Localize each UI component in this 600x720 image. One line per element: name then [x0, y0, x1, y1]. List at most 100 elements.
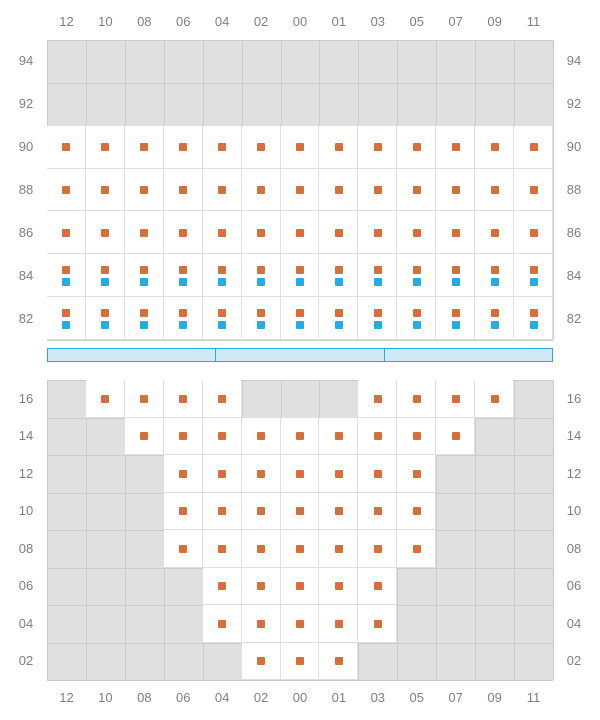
marker-orange [413, 470, 421, 478]
cell [203, 254, 242, 297]
marker-blue [218, 278, 226, 286]
cell [397, 254, 436, 297]
marker-orange [452, 395, 460, 403]
marker-orange [296, 507, 304, 515]
axis-label: 04 [210, 690, 234, 705]
axis-label: 11 [522, 690, 546, 705]
marker-orange [179, 507, 187, 515]
marker-orange [62, 266, 70, 274]
marker-orange [101, 229, 109, 237]
marker-orange [335, 620, 343, 628]
marker-orange [101, 186, 109, 194]
cell [514, 254, 553, 297]
marker-orange [491, 395, 499, 403]
marker-orange [335, 186, 343, 194]
gridline-h [47, 83, 553, 84]
axis-label: 05 [405, 14, 429, 29]
marker-orange [62, 309, 70, 317]
marker-orange [491, 229, 499, 237]
marker-orange [140, 432, 148, 440]
marker-orange [179, 432, 187, 440]
marker-orange [296, 470, 304, 478]
axis-label: 06 [171, 690, 195, 705]
marker-blue [140, 278, 148, 286]
marker-blue [179, 321, 187, 329]
marker-blue [101, 321, 109, 329]
marker-orange [101, 395, 109, 403]
cell [47, 254, 86, 297]
cell [436, 297, 475, 340]
axis-label: 02 [14, 653, 38, 668]
gridline-h [47, 340, 553, 341]
axis-label: 07 [444, 14, 468, 29]
divider-segment [385, 348, 553, 362]
axis-label: 04 [562, 616, 586, 631]
marker-orange [491, 186, 499, 194]
marker-blue [296, 321, 304, 329]
axis-label: 14 [14, 428, 38, 443]
axis-label: 06 [562, 578, 586, 593]
divider-segment [47, 348, 216, 362]
divider-segment [216, 348, 384, 362]
marker-orange [296, 309, 304, 317]
cell [242, 297, 281, 340]
cell [86, 297, 125, 340]
axis-label: 01 [327, 690, 351, 705]
marker-orange [257, 309, 265, 317]
marker-orange [413, 309, 421, 317]
axis-label: 12 [14, 466, 38, 481]
marker-orange [335, 507, 343, 515]
cell [164, 297, 203, 340]
marker-orange [179, 309, 187, 317]
marker-orange [218, 545, 226, 553]
marker-orange [257, 229, 265, 237]
axis-label: 08 [132, 14, 156, 29]
marker-orange [179, 229, 187, 237]
marker-orange [140, 395, 148, 403]
marker-orange [218, 143, 226, 151]
cell [475, 297, 514, 340]
marker-orange [140, 266, 148, 274]
marker-orange [374, 507, 382, 515]
cell [436, 254, 475, 297]
marker-orange [374, 143, 382, 151]
axis-label: 00 [288, 14, 312, 29]
cell [125, 297, 164, 340]
marker-orange [413, 266, 421, 274]
cell [125, 254, 164, 297]
marker-orange [179, 266, 187, 274]
marker-orange [374, 186, 382, 194]
marker-orange [530, 186, 538, 194]
axis-label: 04 [210, 14, 234, 29]
marker-blue [257, 278, 265, 286]
axis-label: 06 [14, 578, 38, 593]
marker-orange [140, 143, 148, 151]
marker-orange [140, 186, 148, 194]
axis-label: 08 [132, 690, 156, 705]
axis-label: 03 [366, 14, 390, 29]
marker-blue [62, 321, 70, 329]
axis-label: 94 [14, 53, 38, 68]
marker-orange [218, 582, 226, 590]
axis-label: 86 [562, 225, 586, 240]
marker-blue [530, 278, 538, 286]
marker-orange [296, 545, 304, 553]
marker-orange [101, 309, 109, 317]
gridline-h [47, 680, 553, 681]
axis-label: 84 [562, 268, 586, 283]
axis-label: 10 [93, 14, 117, 29]
marker-orange [335, 266, 343, 274]
marker-orange [218, 620, 226, 628]
axis-label: 82 [14, 311, 38, 326]
marker-orange [452, 186, 460, 194]
axis-label: 03 [366, 690, 390, 705]
marker-orange [62, 186, 70, 194]
marker-orange [257, 143, 265, 151]
marker-orange [413, 395, 421, 403]
axis-label: 82 [562, 311, 586, 326]
marker-orange [218, 229, 226, 237]
marker-blue [335, 278, 343, 286]
axis-label: 86 [14, 225, 38, 240]
cell [164, 254, 203, 297]
axis-label: 12 [54, 14, 78, 29]
